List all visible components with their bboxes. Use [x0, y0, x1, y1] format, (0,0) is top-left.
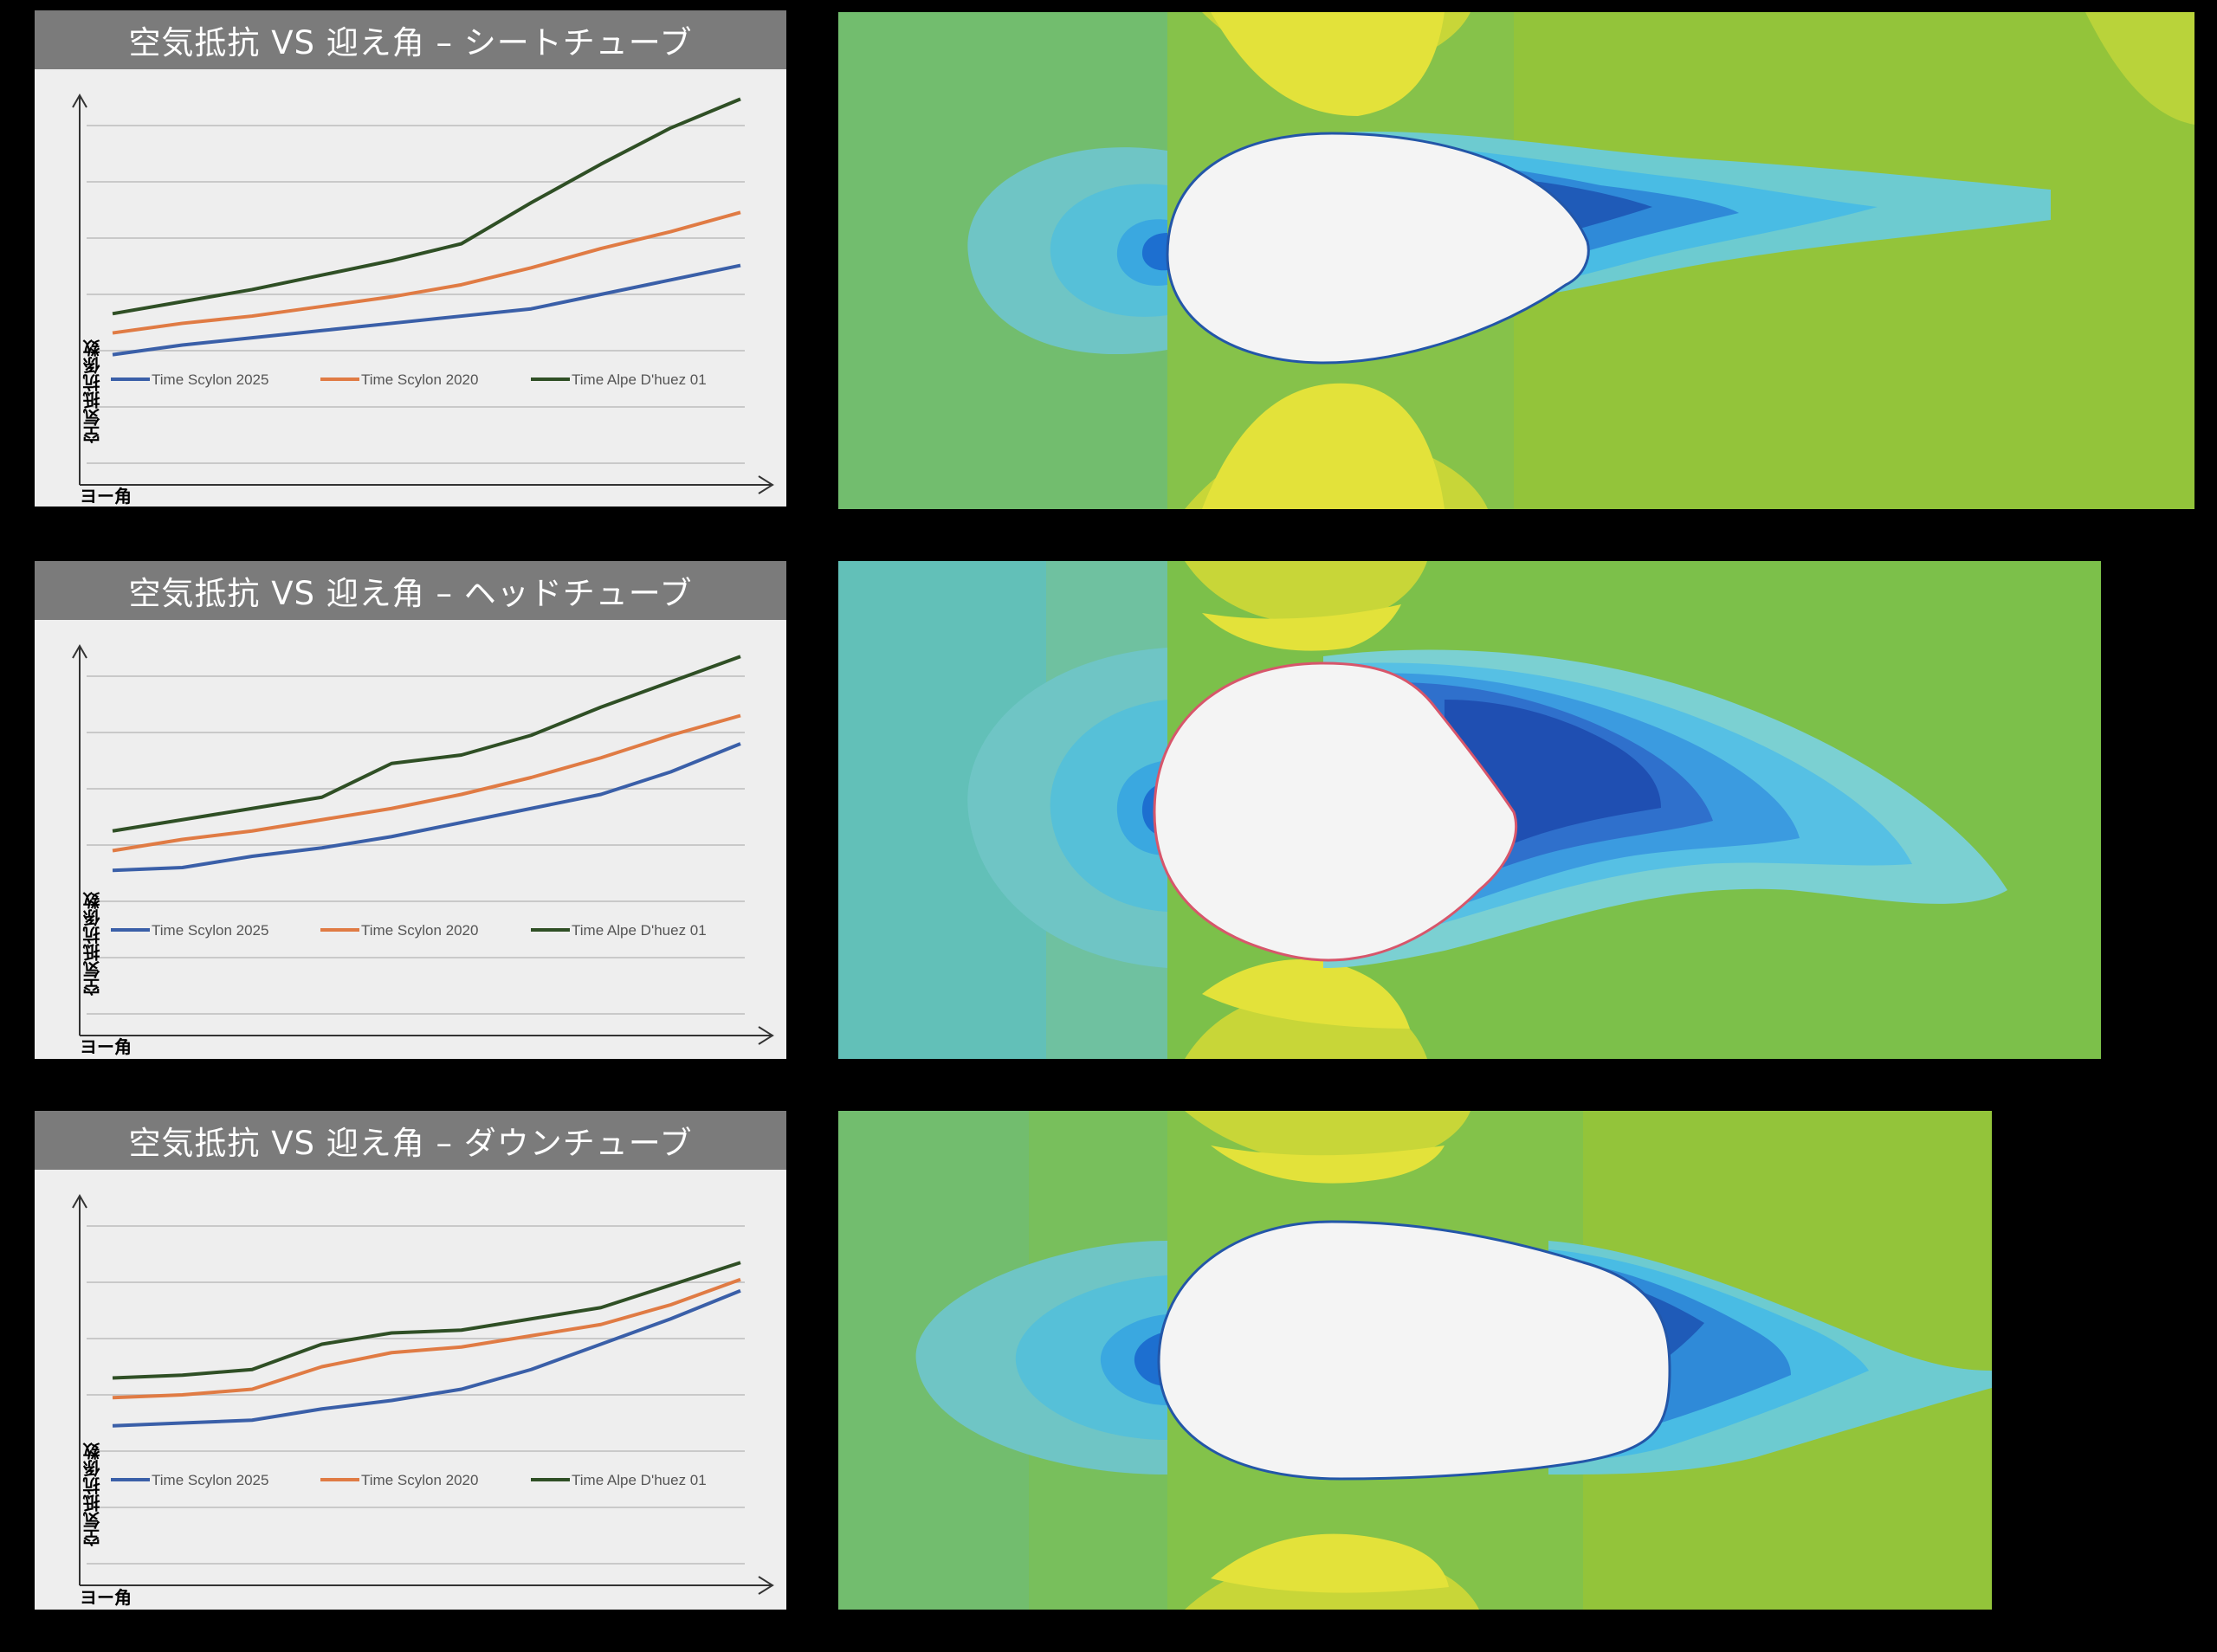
- legend-label: Time Scylon 2025: [152, 922, 268, 939]
- legend-label: Time Alpe D'huez 01: [572, 1472, 707, 1488]
- legend-label: Time Scylon 2025: [152, 1472, 268, 1488]
- chart-plot: Time Scylon 2025 Time Scylon 2020 Time Alp…: [72, 643, 774, 1045]
- series-line-1: [112, 210, 741, 335]
- chart-title: 空気抵抗 VS 迎え角 – ダウンチューブ: [35, 1111, 786, 1170]
- legend-label: Time Alpe D'huez 01: [572, 371, 707, 388]
- series-line-2: [112, 1261, 741, 1380]
- legend-label: Time Scylon 2020: [361, 371, 478, 388]
- chart-title: 空気抵抗 VS 迎え角 – ヘッドチューブ: [35, 561, 786, 620]
- series-line-1: [112, 1277, 741, 1400]
- cfd-image-head-tube: [838, 561, 2101, 1059]
- y-axis-label: 空気抵抗係数: [82, 892, 103, 996]
- legend-item: Time Scylon 2020: [320, 1472, 478, 1488]
- legend-item: Time Scylon 2025: [111, 371, 268, 388]
- gridlines: [87, 675, 745, 1015]
- cfd-image-seat-tube: [838, 12, 2194, 509]
- gridlines: [87, 125, 745, 464]
- series-line-0: [112, 742, 741, 873]
- legend-item: Time Scylon 2025: [111, 922, 268, 939]
- y-axis-arrow: [72, 643, 87, 659]
- legend-item: Time Alpe D'huez 01: [531, 922, 707, 939]
- series-line-0: [112, 263, 741, 357]
- x-axis-arrow: [758, 475, 774, 494]
- legend-item: Time Scylon 2020: [320, 922, 478, 939]
- x-axis-label: ヨー角: [80, 486, 132, 507]
- x-axis-label: ヨー角: [80, 1587, 132, 1608]
- legend-item: Time Alpe D'huez 01: [531, 371, 707, 388]
- legend-item: Time Scylon 2025: [111, 1472, 268, 1488]
- series-line-1: [112, 713, 741, 853]
- chart-panel-down-tube: 空気抵抗 VS 迎え角 – ダウンチューブ Time Scylon 2025 Ti…: [35, 1111, 786, 1610]
- series-line-2: [112, 655, 741, 833]
- legend-label: Time Alpe D'huez 01: [572, 922, 707, 939]
- legend-item: Time Alpe D'huez 01: [531, 1472, 707, 1488]
- y-axis-label: 空気抵抗係数: [82, 1442, 103, 1546]
- legend-label: Time Scylon 2020: [361, 922, 478, 939]
- series-line-2: [112, 97, 741, 316]
- legend-label: Time Scylon 2020: [361, 1472, 478, 1488]
- legend-label: Time Scylon 2025: [152, 371, 268, 388]
- x-axis-arrow: [758, 1576, 774, 1595]
- chart-panel-head-tube: 空気抵抗 VS 迎え角 – ヘッドチューブ Time Scylon 2025 Ti…: [35, 561, 786, 1059]
- y-axis-arrow: [72, 93, 87, 108]
- y-axis-arrow: [72, 1193, 87, 1209]
- chart-plot: Time Scylon 2025 Time Scylon 2020 Time Alp…: [72, 1193, 774, 1595]
- chart-plot: Time Scylon 2025 Time Scylon 2020 Time Alp…: [72, 93, 774, 494]
- series-line-0: [112, 1288, 741, 1428]
- chart-title: 空気抵抗 VS 迎え角 – シートチューブ: [35, 10, 786, 69]
- x-axis-label: ヨー角: [80, 1036, 132, 1057]
- legend-item: Time Scylon 2020: [320, 371, 478, 388]
- y-axis-label: 空気抵抗係数: [82, 339, 103, 443]
- chart-panel-seat-tube: 空気抵抗 VS 迎え角 – シートチューブ Time Scylon 2025 Ti…: [35, 10, 786, 507]
- cfd-image-down-tube: [838, 1111, 1992, 1610]
- x-axis-arrow: [758, 1026, 774, 1045]
